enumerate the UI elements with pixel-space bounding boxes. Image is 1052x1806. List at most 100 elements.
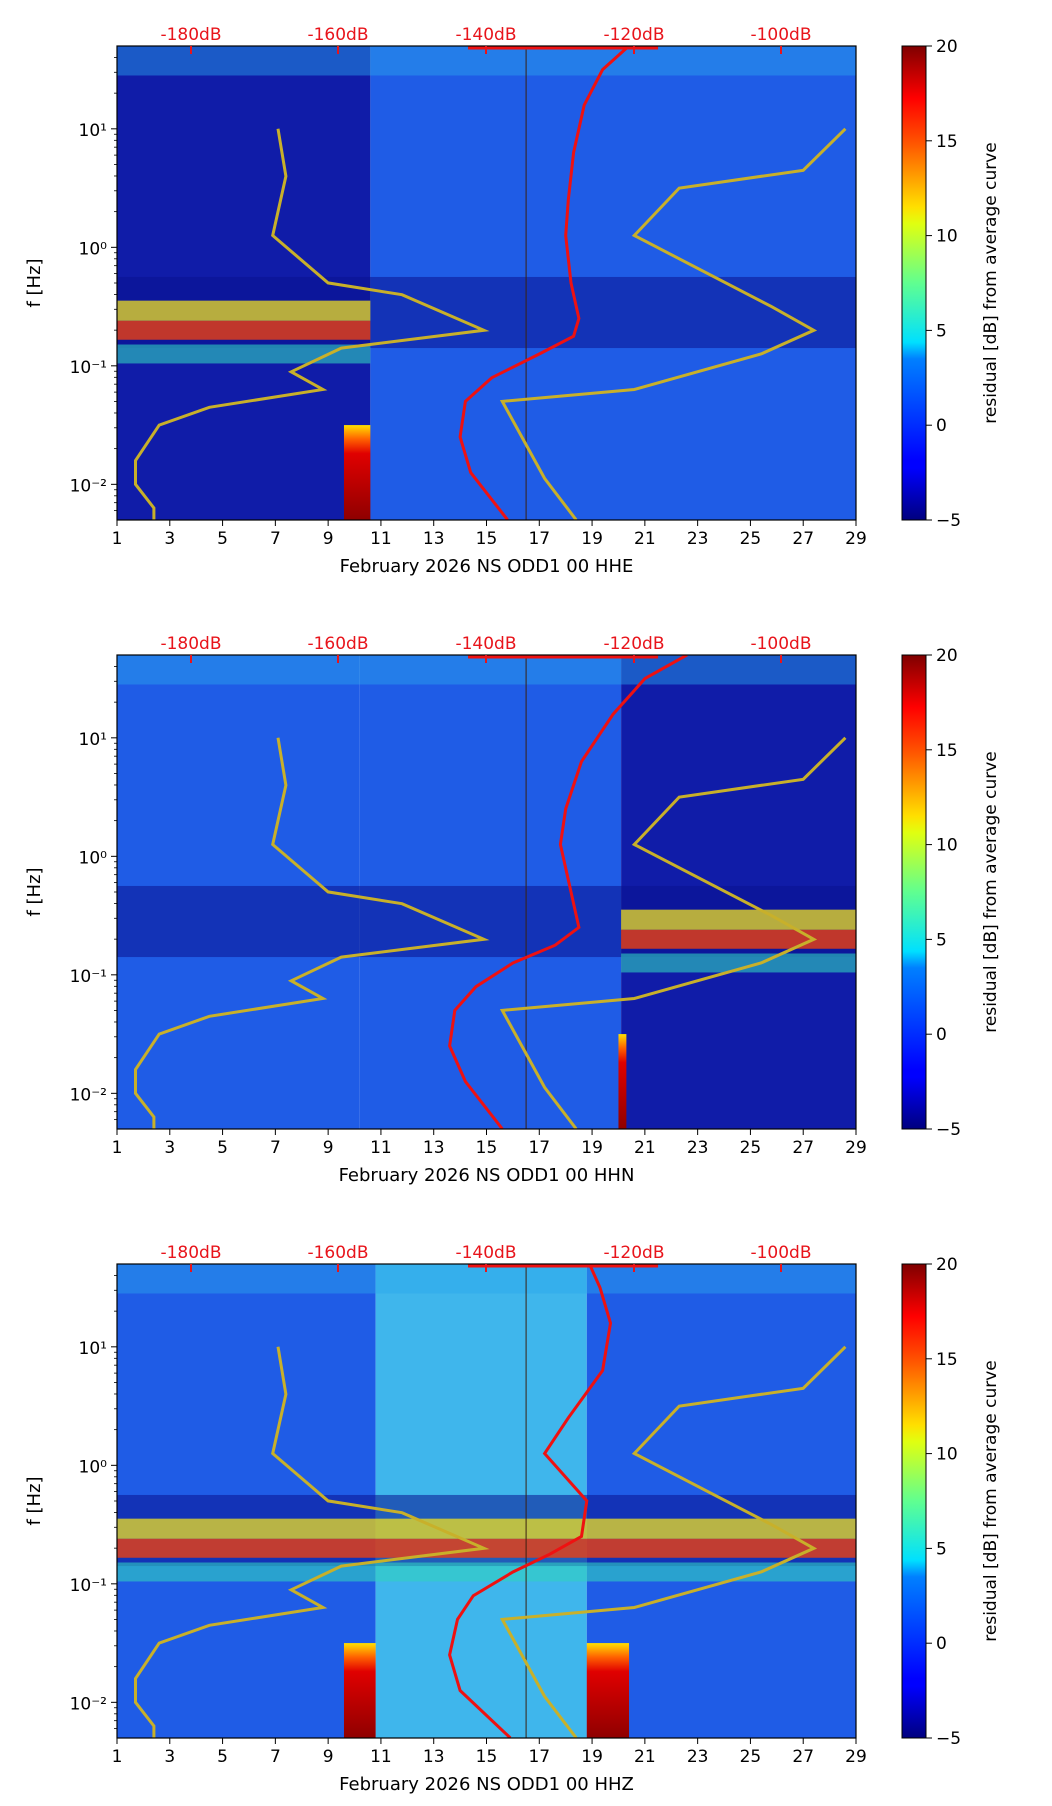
x-tick-label: 5 — [217, 1138, 228, 1158]
top-db-label: -160dB — [307, 1243, 368, 1263]
x-tick-label: 19 — [581, 529, 603, 549]
colorbar — [901, 45, 927, 521]
x-tick-label: 25 — [740, 1138, 762, 1158]
colorbar-tick-label: −5 — [936, 1729, 961, 1749]
x-tick-label: 25 — [740, 1747, 762, 1767]
x-tick-label: 3 — [164, 1138, 175, 1158]
top-db-label: -120dB — [603, 634, 664, 654]
x-tick-label: 13 — [423, 1747, 445, 1767]
x-tick-label: 7 — [270, 1747, 281, 1767]
x-tick-label: 21 — [634, 529, 656, 549]
y-tick-label: 10¹ — [79, 1339, 107, 1359]
x-tick-label: 17 — [528, 1138, 550, 1158]
x-tick-label: 11 — [370, 1138, 392, 1158]
x-tick-label: 29 — [845, 1747, 867, 1767]
microseism-band-upper — [117, 300, 371, 321]
x-tick-label: 1 — [112, 529, 123, 549]
x-tick-label: 15 — [476, 529, 498, 549]
colorbar-tick-label: 20 — [936, 1255, 958, 1275]
x-tick-label: 25 — [740, 529, 762, 549]
colorbar-label: residual [dB] from average curve — [981, 1360, 1001, 1641]
colorbar — [901, 1263, 927, 1739]
top-db-label: -180dB — [160, 634, 221, 654]
x-tick-label: 3 — [164, 1747, 175, 1767]
y-axis-label: f [Hz] — [24, 1476, 45, 1525]
colorbar-tick-label: 0 — [936, 416, 947, 436]
plot-area — [117, 46, 856, 520]
microseism-band-upper — [621, 909, 856, 930]
y-tick-label: 10⁰ — [79, 239, 108, 259]
x-tick-label: 27 — [792, 529, 814, 549]
microseism-band-peak — [621, 929, 856, 949]
x-tick-label: 21 — [634, 1138, 656, 1158]
top-db-label: -140dB — [455, 634, 516, 654]
low-noise-model-curve — [134, 1346, 490, 1738]
top-db-label: -140dB — [455, 25, 516, 45]
top-db-label: -160dB — [307, 634, 368, 654]
top-db-label: -100dB — [750, 1243, 811, 1263]
microseism-band-upper — [117, 1518, 856, 1539]
colorbar-tick-label: −5 — [936, 1120, 961, 1140]
y-tick-label: 10⁰ — [79, 1457, 108, 1477]
average-psd-curve — [448, 655, 688, 1129]
x-tick-label: 23 — [687, 1747, 709, 1767]
high-noise-model-curve — [499, 736, 847, 1129]
y-tick-label: 10⁻² — [70, 1085, 107, 1105]
microseism-band-lower — [621, 953, 856, 973]
top-db-label: -140dB — [455, 1243, 516, 1263]
y-tick-label: 10⁰ — [79, 848, 108, 868]
low-frequency-red-block — [343, 1643, 376, 1738]
x-tick-label: 7 — [270, 529, 281, 549]
colorbar-tick-label: 15 — [936, 1350, 958, 1370]
top-db-label: -100dB — [750, 634, 811, 654]
low-noise-model-curve — [134, 128, 490, 520]
x-axis-label: February 2026 NS ODD1 00 HHE — [340, 556, 634, 577]
x-tick-label: 11 — [370, 529, 392, 549]
low-frequency-red-block — [586, 1643, 630, 1738]
plot-area — [117, 655, 856, 1129]
high-noise-model-curve — [499, 1345, 847, 1738]
x-tick-label: 1 — [112, 1138, 123, 1158]
x-tick-label: 21 — [634, 1747, 656, 1767]
top-db-label: -180dB — [160, 25, 221, 45]
x-tick-label: 23 — [687, 529, 709, 549]
top-db-label: -100dB — [750, 25, 811, 45]
top-db-label: -160dB — [307, 25, 368, 45]
top-db-label: -180dB — [160, 1243, 221, 1263]
x-tick-label: 1 — [112, 1747, 123, 1767]
x-tick-label: 11 — [370, 1747, 392, 1767]
x-tick-label: 13 — [423, 1138, 445, 1158]
y-tick-label: 10⁻¹ — [70, 967, 107, 987]
microseism-band-lower — [117, 344, 371, 364]
x-tick-label: 27 — [792, 1138, 814, 1158]
high-noise-model-curve — [499, 127, 847, 520]
colorbar-tick-label: 5 — [936, 1539, 947, 1559]
colorbar-tick-label: 0 — [936, 1025, 947, 1045]
average-psd-curve — [448, 1264, 613, 1738]
y-axis-label: f [Hz] — [24, 258, 45, 307]
colorbar-label: residual [dB] from average curve — [981, 142, 1001, 423]
colorbar-tick-label: 10 — [936, 836, 958, 856]
x-tick-label: 23 — [687, 1138, 709, 1158]
low-noise-model-curve — [134, 737, 490, 1129]
low-frequency-red-block — [618, 1034, 627, 1129]
colorbar-tick-label: 15 — [936, 741, 958, 761]
x-tick-label: 7 — [270, 1138, 281, 1158]
colorbar-label: residual [dB] from average curve — [981, 751, 1001, 1032]
x-tick-label: 9 — [323, 1747, 334, 1767]
top-db-label: -120dB — [603, 1243, 664, 1263]
x-tick-label: 3 — [164, 529, 175, 549]
microseism-band-lower — [117, 1562, 856, 1582]
y-tick-label: 10⁻¹ — [70, 358, 107, 378]
colorbar-tick-label: 0 — [936, 1634, 947, 1654]
colorbar-tick-label: 20 — [936, 646, 958, 666]
y-tick-label: 10⁻¹ — [70, 1576, 107, 1596]
colorbar-tick-label: 5 — [936, 321, 947, 341]
colorbar-tick-label: −5 — [936, 511, 961, 531]
average-psd-curve — [458, 46, 631, 520]
x-axis-label: February 2026 NS ODD1 00 HHN — [339, 1165, 635, 1186]
